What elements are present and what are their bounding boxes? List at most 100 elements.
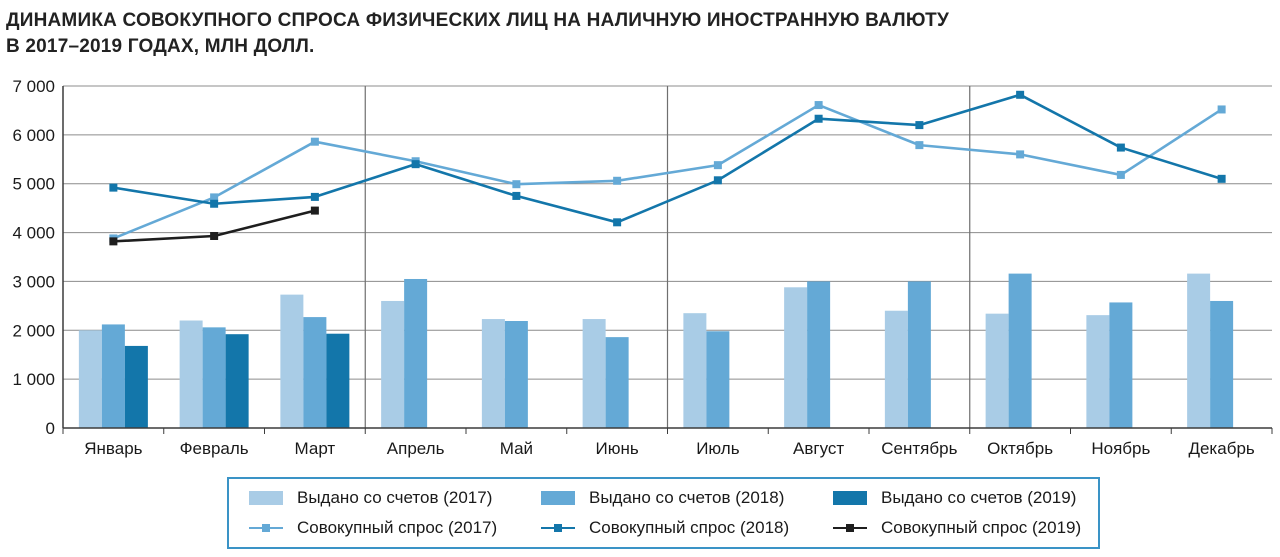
data-point-marker	[210, 231, 219, 240]
data-point-marker	[915, 121, 924, 130]
y-tick-label: 2 000	[12, 321, 55, 340]
bar	[326, 333, 350, 428]
bar	[225, 334, 249, 428]
bar	[1187, 273, 1211, 428]
data-point-marker	[512, 180, 521, 189]
bar	[706, 331, 730, 428]
data-point-marker	[210, 199, 219, 208]
legend-label-bars-2017: Выдано со счетов (2017)	[297, 488, 493, 507]
x-tick-label: Февраль	[180, 439, 249, 458]
data-point-marker	[1016, 150, 1025, 159]
bar-series-0	[78, 273, 1211, 428]
bar	[784, 287, 808, 428]
legend-item-line-2019: Совокупный спрос (2019)	[833, 517, 1081, 539]
bar	[1086, 315, 1110, 428]
data-point-marker	[713, 176, 722, 185]
data-point-marker	[512, 191, 521, 200]
y-tick-label: 7 000	[12, 77, 55, 96]
data-point-marker	[713, 161, 722, 170]
data-point-marker	[915, 141, 924, 150]
line-series	[109, 90, 1226, 246]
data-point-marker	[814, 101, 823, 110]
x-tick-label: Май	[500, 439, 533, 458]
x-tick-label: Октябрь	[987, 439, 1053, 458]
bar	[179, 320, 203, 428]
bar	[78, 330, 102, 428]
chart-title: ДИНАМИКА СОВОКУПНОГО СПРОСА ФИЗИЧЕСКИХ Л…	[6, 8, 1006, 60]
data-point-marker	[411, 160, 420, 169]
x-tick-labels: Январь Февраль Март Апрель Май Июнь Июль Август…	[84, 439, 1255, 458]
data-point-marker	[1016, 90, 1025, 99]
bar-series-2	[124, 333, 350, 428]
x-tick-label: Январь	[84, 439, 142, 458]
bar	[907, 281, 931, 428]
legend-swatch-bars-2018	[541, 491, 575, 505]
data-point-marker	[310, 137, 319, 146]
data-point-marker	[1217, 105, 1226, 114]
bar	[605, 337, 629, 428]
x-tick-label: Апрель	[387, 439, 445, 458]
chart-canvas: 0 1 000 2 000 3 000 4 000 5 000 6 000 7 000 Янва…	[12, 77, 1273, 458]
x-tick-label: Август	[793, 439, 844, 458]
bar	[280, 294, 304, 428]
bar	[124, 345, 148, 428]
x-tick-label: Ноябрь	[1091, 439, 1150, 458]
legend-label-bars-2018: Выдано со счетов (2018)	[589, 488, 785, 507]
x-tick-label: Март	[295, 439, 336, 458]
x-tick-label: Декабрь	[1188, 439, 1254, 458]
bar	[1109, 302, 1133, 428]
bar	[1210, 300, 1234, 428]
legend-item-bars-2018: Выдано со счетов (2018)	[541, 487, 784, 509]
bar	[303, 317, 327, 428]
line-series-2	[109, 206, 319, 246]
quarter-separators	[364, 86, 971, 428]
line-series-1	[109, 90, 1226, 227]
legend-swatch-bars-2017	[249, 491, 283, 505]
data-point-marker	[814, 114, 823, 123]
data-point-marker	[310, 206, 319, 215]
bar	[101, 324, 125, 428]
legend-label-line-2018: Совокупный спрос (2018)	[589, 518, 790, 537]
bar	[504, 321, 528, 428]
legend-swatch-line-2018	[541, 521, 575, 535]
x-tick-label: Июль	[696, 439, 740, 458]
legend-label-line-2017: Совокупный спрос (2017)	[297, 518, 498, 537]
data-point-marker	[210, 193, 219, 202]
bar	[404, 278, 428, 428]
legend-item-bars-2019: Выдано со счетов (2019)	[833, 487, 1076, 509]
bar	[481, 319, 505, 428]
x-tick-label: Июнь	[596, 439, 639, 458]
chart-legend: Выдано со счетов (2017) Выдано со счетов…	[227, 477, 1100, 549]
chart-title-line-2: В 2017–2019 ГОДАХ, МЛН ДОЛЛ.	[6, 36, 315, 57]
y-tick-labels: 0 1 000 2 000 3 000 4 000 5 000 6 000 7 000	[12, 77, 55, 438]
y-tick-label: 1 000	[12, 370, 55, 389]
legend-label-line-2019: Совокупный спрос (2019)	[881, 518, 1082, 537]
bar	[582, 319, 606, 428]
legend-item-line-2018: Совокупный спрос (2018)	[541, 517, 789, 539]
bar-series-1	[101, 273, 1234, 428]
legend-item-line-2017: Совокупный спрос (2017)	[249, 517, 497, 539]
data-point-marker	[1217, 174, 1226, 183]
y-tick-label: 6 000	[12, 126, 55, 145]
data-point-marker	[1116, 170, 1125, 179]
x-tick-label: Сентябрь	[881, 439, 957, 458]
legend-swatch-line-2017	[249, 521, 283, 535]
legend-label-bars-2019: Выдано со счетов (2019)	[881, 488, 1077, 507]
legend-swatch-line-2019	[833, 521, 867, 535]
bar	[381, 300, 405, 428]
bar	[202, 327, 226, 428]
bar	[884, 310, 908, 428]
y-tick-label: 4 000	[12, 224, 55, 243]
y-tick-label: 0	[46, 419, 55, 438]
y-tick-label: 3 000	[12, 272, 55, 291]
bar	[807, 281, 831, 428]
data-point-marker	[1116, 143, 1125, 152]
x-axis-ticks	[62, 428, 1273, 434]
bar	[683, 313, 707, 428]
data-point-marker	[109, 237, 118, 246]
y-tick-label: 5 000	[12, 175, 55, 194]
data-point-marker	[310, 192, 319, 201]
data-point-marker	[109, 183, 118, 192]
bar	[985, 313, 1009, 428]
bars	[78, 273, 1234, 428]
